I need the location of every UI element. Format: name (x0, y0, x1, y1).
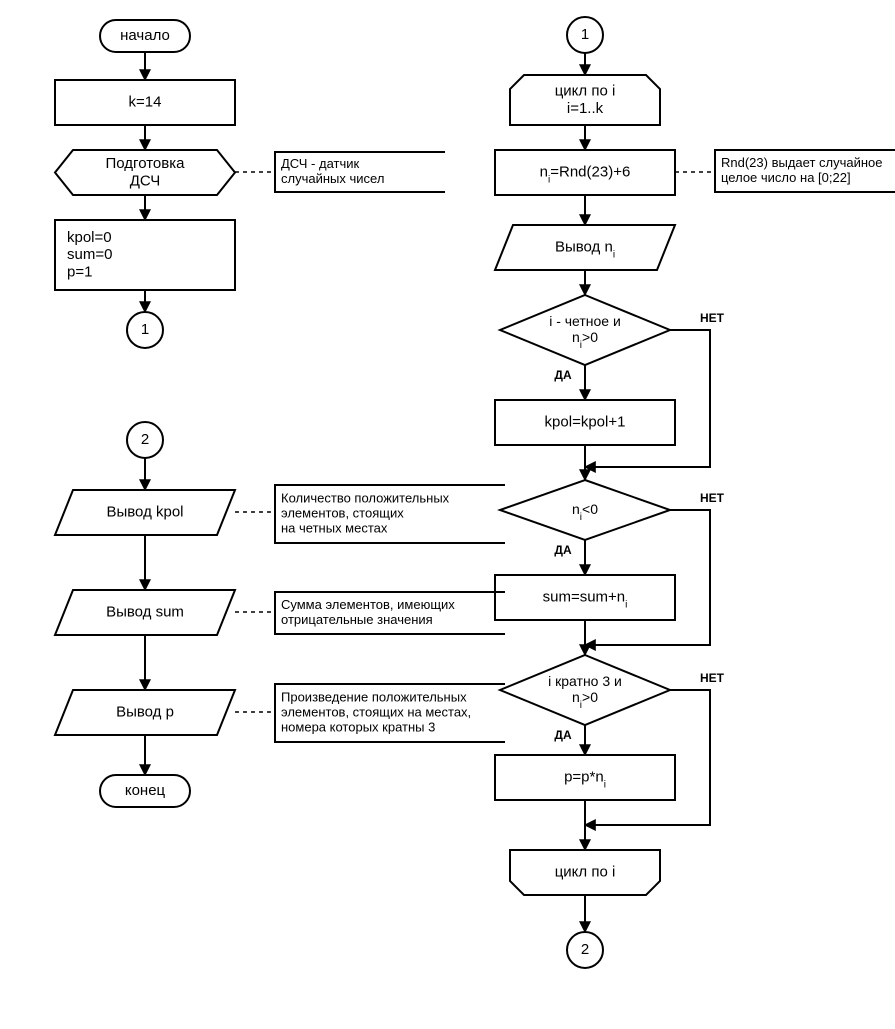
node-dec2: ni<0 (500, 480, 670, 540)
edge-label-no: НЕТ (700, 671, 725, 685)
svg-text:ДСЧ - датчик: ДСЧ - датчик (281, 156, 359, 171)
edge-label-no: НЕТ (700, 491, 725, 505)
svg-text:Подготовка: Подготовка (106, 155, 186, 172)
svg-text:Rnd(23) выдает случайное: Rnd(23) выдает случайное (721, 155, 883, 170)
svg-text:i=1..k: i=1..k (567, 100, 604, 117)
annotation-a3: Сумма элементов, имеющихотрицательные зн… (235, 592, 505, 634)
node-loop2: цикл по i (510, 850, 660, 895)
node-prep: ПодготовкаДСЧ (55, 150, 235, 195)
annotation-a4: Произведение положительныхэлементов, сто… (235, 684, 505, 742)
svg-text:Сумма элементов, имеющих: Сумма элементов, имеющих (281, 597, 455, 612)
svg-text:целое число на [0;22]: целое число на [0;22] (721, 170, 851, 185)
svg-text:номера которых кратны 3: номера которых кратны 3 (281, 720, 435, 735)
svg-text:i кратно 3 и: i кратно 3 и (548, 673, 622, 689)
svg-text:Количество положительных: Количество положительных (281, 491, 450, 506)
svg-text:p=1: p=1 (67, 263, 92, 280)
svg-text:конец: конец (125, 782, 166, 799)
svg-text:k=14: k=14 (129, 94, 162, 111)
node-dec3: i кратно 3 иni>0 (500, 655, 670, 725)
annotation-a2: Количество положительныхэлементов, стоящ… (235, 485, 505, 543)
node-kpol1: kpol=kpol+1 (495, 400, 675, 445)
node-conn1a: 1 (127, 312, 163, 348)
node-rnd: ni=Rnd(23)+6 (495, 150, 675, 195)
annotation-a5: Rnd(23) выдает случайноецелое число на [… (675, 150, 895, 192)
node-sumadd: sum=sum+ni (495, 575, 675, 620)
node-outkpol: Вывод kpol (55, 490, 235, 535)
svg-text:kpol=0: kpol=0 (67, 229, 112, 246)
svg-text:Вывод kpol: Вывод kpol (106, 504, 183, 521)
annotation-a1: ДСЧ - датчикслучайных чисел (235, 152, 445, 192)
svg-text:случайных чисел: случайных чисел (281, 171, 384, 186)
node-outp: Вывод p (55, 690, 235, 735)
svg-text:Вывод p: Вывод p (116, 704, 174, 721)
svg-text:kpol=kpol+1: kpol=kpol+1 (545, 414, 626, 431)
node-end: конец (100, 775, 190, 807)
svg-text:sum=0: sum=0 (67, 246, 112, 263)
svg-text:Произведение положительных: Произведение положительных (281, 690, 467, 705)
svg-text:начало: начало (120, 27, 170, 44)
svg-text:1: 1 (141, 321, 149, 338)
edge-label-no: НЕТ (700, 311, 725, 325)
node-conn2b: 2 (567, 932, 603, 968)
node-init: kpol=0sum=0p=1 (55, 220, 235, 290)
svg-text:2: 2 (141, 431, 149, 448)
svg-text:элементов, стоящих на местах,: элементов, стоящих на местах, (281, 705, 471, 720)
edge-label: ДА (554, 543, 572, 557)
svg-text:цикл по i: цикл по i (555, 864, 616, 881)
svg-text:Вывод sum: Вывод sum (106, 604, 184, 621)
edge-label: ДА (554, 368, 572, 382)
svg-text:цикл по i: цикл по i (555, 83, 616, 100)
node-k14: k=14 (55, 80, 235, 125)
node-dec1: i - четное иni>0 (500, 295, 670, 365)
node-outni: Вывод ni (495, 225, 675, 270)
node-pmul: p=p*ni (495, 755, 675, 800)
svg-text:1: 1 (581, 26, 589, 43)
svg-text:2: 2 (581, 941, 589, 958)
svg-text:ДСЧ: ДСЧ (130, 172, 161, 189)
edge-label: ДА (554, 728, 572, 742)
node-conn1b: 1 (567, 17, 603, 53)
svg-text:элементов, стоящих: элементов, стоящих (281, 506, 404, 521)
svg-text:на четных местах: на четных местах (281, 521, 388, 536)
node-conn2a: 2 (127, 422, 163, 458)
node-start: начало (100, 20, 190, 52)
node-outsum: Вывод sum (55, 590, 235, 635)
node-loop1: цикл по ii=1..k (510, 75, 660, 125)
svg-text:отрицательные значения: отрицательные значения (281, 612, 433, 627)
svg-text:i - четное и: i - четное и (549, 313, 621, 329)
